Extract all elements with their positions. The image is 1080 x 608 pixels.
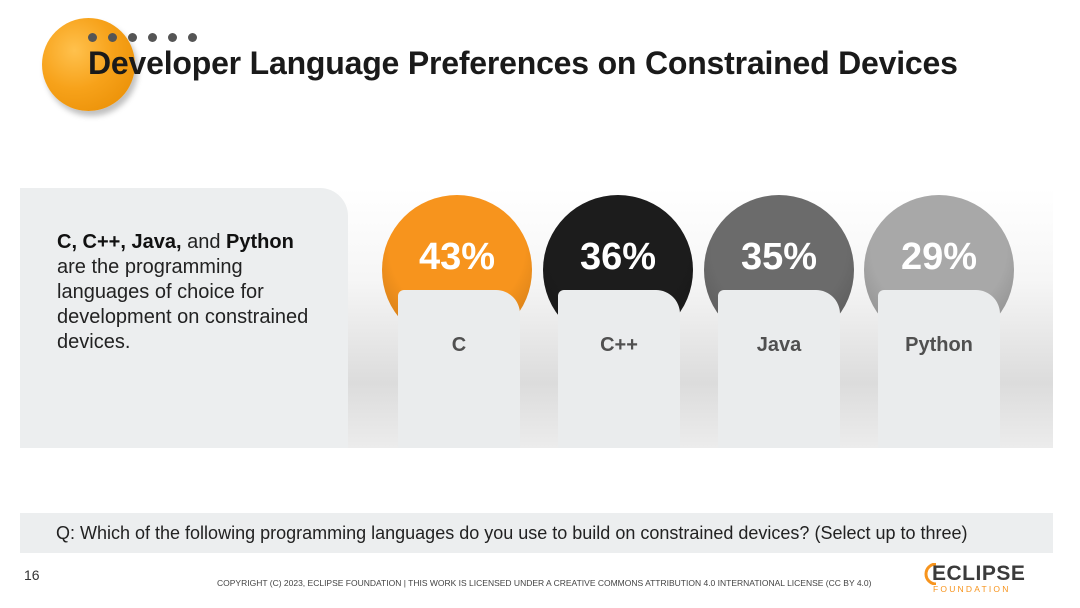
language-card [558, 290, 680, 448]
language-card [398, 290, 520, 448]
language-card [878, 290, 1000, 448]
summary-panel [20, 188, 348, 448]
copyright-notice: COPYRIGHT (C) 2023, ECLIPSE FOUNDATION |… [217, 578, 872, 588]
page-number: 16 [24, 567, 40, 583]
slide-title: Developer Language Preferences on Constr… [88, 45, 958, 81]
summary-rest: are the programming languages of choice … [57, 256, 309, 353]
summary-python: Python [226, 231, 294, 253]
language-label: C [451, 334, 467, 356]
dot [108, 33, 117, 42]
summary-languages: C, C++, Java, [57, 231, 182, 253]
dot [88, 33, 97, 42]
question-bar [20, 513, 1053, 553]
language-card [718, 290, 840, 448]
percentage-label: 29% [900, 236, 978, 278]
eclipse-foundation-logo: ECLIPSE FOUNDATION [924, 562, 1034, 596]
percentage-label: 36% [579, 236, 657, 278]
language-label: C++ [600, 334, 638, 356]
summary-text: C, C++, Java, and Python are the program… [57, 230, 317, 355]
summary-and: and [187, 231, 221, 253]
eclipse-arc-icon [924, 563, 937, 585]
survey-question: Q: Which of the following programming la… [56, 523, 968, 543]
dot [168, 33, 177, 42]
dot [188, 33, 197, 42]
logo-wordmark: ECLIPSE [932, 562, 1026, 585]
dot [128, 33, 137, 42]
percentage-label: 43% [418, 236, 496, 278]
decorative-dots [88, 33, 197, 42]
logo-subtitle: FOUNDATION [933, 584, 1011, 594]
language-label: Java [756, 334, 802, 356]
percentage-label: 35% [740, 236, 818, 278]
dot [148, 33, 157, 42]
language-label: Python [905, 334, 973, 356]
